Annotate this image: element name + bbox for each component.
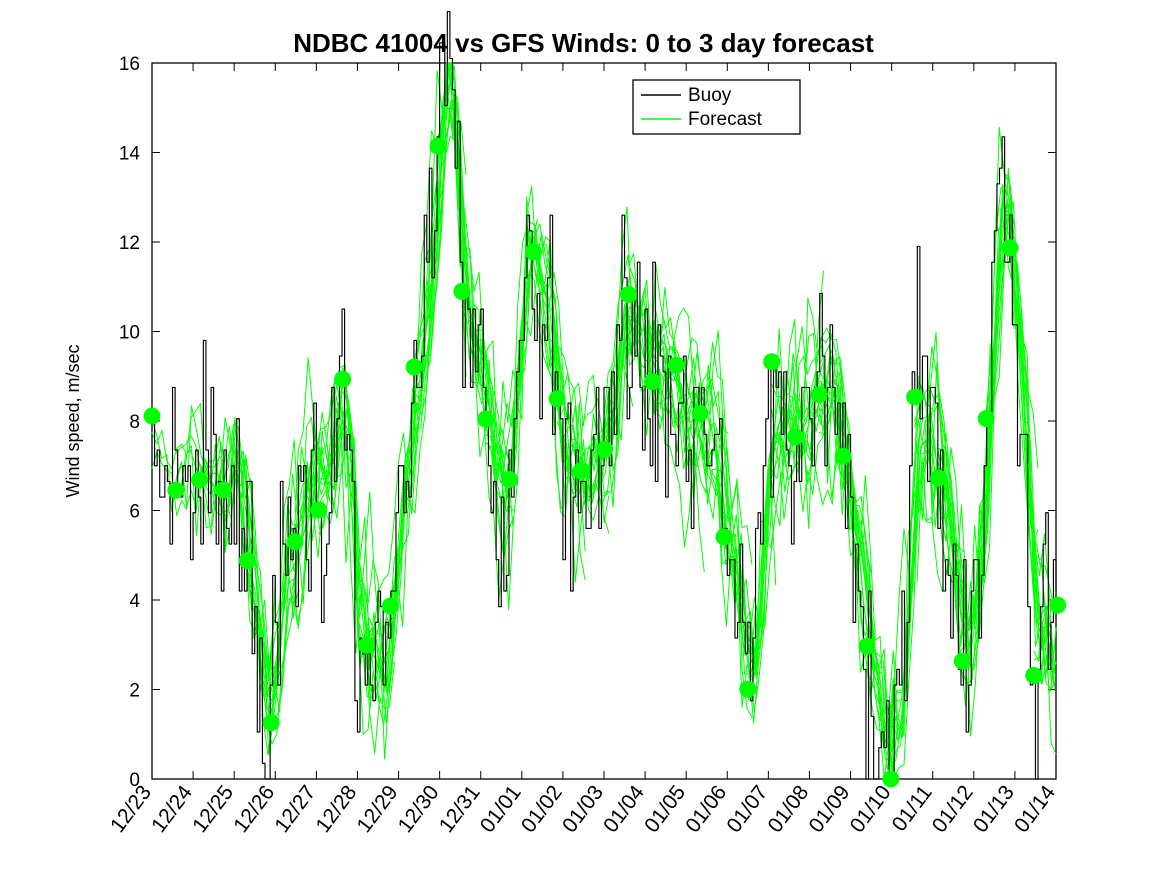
svg-text:Forecast: Forecast xyxy=(688,109,763,130)
svg-text:10: 10 xyxy=(119,323,140,344)
svg-text:Buoy: Buoy xyxy=(688,85,732,106)
svg-text:12: 12 xyxy=(119,233,140,254)
svg-text:2: 2 xyxy=(129,681,140,702)
svg-text:4: 4 xyxy=(129,591,140,612)
svg-text:14: 14 xyxy=(119,144,141,165)
svg-text:8: 8 xyxy=(129,412,140,433)
svg-text:6: 6 xyxy=(129,502,140,523)
